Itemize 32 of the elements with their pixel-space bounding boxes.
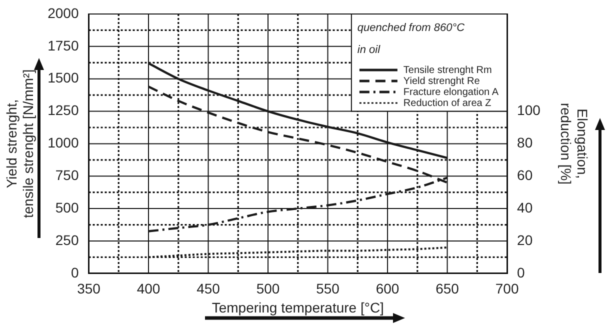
y-tick-label: 1250 [48,102,79,118]
y2-tick-label: 80 [517,134,533,151]
x-tick-label: 600 [376,280,400,297]
y-tick-label: 2000 [48,4,79,21]
y-axis-title: Yield strenght, tensile strenght [N/mm²] [3,69,36,218]
y-tick-label: 500 [55,199,79,216]
y2-tick-label: 60 [517,166,533,183]
legend-label: Yield strenght Re [403,76,480,87]
x-tick-label: 550 [316,280,340,297]
y2-tick-label: 20 [517,232,533,248]
y-tick-label: 1750 [48,37,79,54]
annotation: in oil [357,44,381,56]
y-tick-label: 0 [70,264,79,280]
x-tick-label: 700 [495,280,519,297]
x-tick-label: 350 [77,280,101,297]
annotation: quenched from 860°C [357,22,465,34]
y2-tick-label: 0 [517,264,526,280]
legend-label: Fracture elongation A [403,86,499,98]
y-tick-label: 1500 [48,70,79,86]
y-tick-label: 250 [55,232,79,248]
x-tick-label: 500 [256,280,280,297]
y-tick-label: 1000 [48,134,79,151]
legend-label: Tensile strenght Rm [403,64,492,76]
legend-label: Reduction of area Z [403,98,492,109]
y-tick-label: 750 [55,166,79,183]
x-axis-title: Tempering temperature [°C] [212,299,384,316]
y2-axis-title: Elongation, reduction [%] [558,102,591,185]
x-tick-label: 400 [136,280,160,297]
y2-tick-label: 40 [517,199,533,216]
x-tick-label: 650 [436,280,460,297]
y2-tick-label: 100 [517,102,541,118]
x-tick-label: 450 [196,280,220,297]
